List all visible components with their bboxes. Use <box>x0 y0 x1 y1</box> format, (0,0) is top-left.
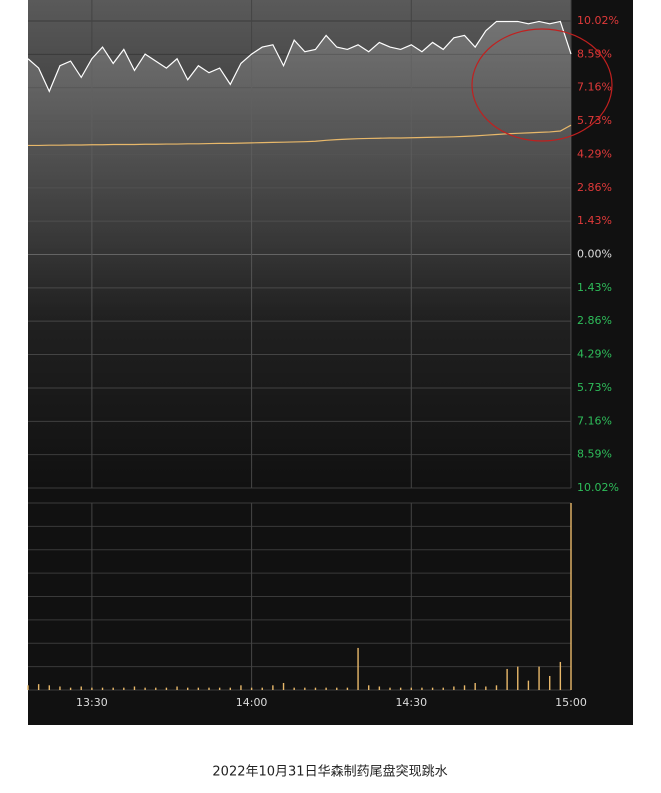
y-tick-label: 10.02% <box>577 14 619 27</box>
volume-bar <box>346 687 349 690</box>
volume-bar <box>282 682 285 690</box>
highlight-circle <box>471 28 613 142</box>
volume-bar <box>410 687 412 690</box>
volume-bar <box>399 687 402 690</box>
volume-bar <box>463 685 466 690</box>
volume-bar <box>378 686 381 690</box>
volume-bar <box>187 687 189 690</box>
volume-bar <box>549 675 551 690</box>
volume-bar <box>59 686 61 690</box>
y-tick-label: 7.16% <box>577 414 612 427</box>
volume-bar <box>48 685 50 690</box>
volume-bar <box>123 687 125 690</box>
y-tick-label: 10.02% <box>577 481 619 494</box>
volume-bar <box>517 666 519 690</box>
y-tick-label: 1.43% <box>577 281 612 294</box>
volume-bar <box>101 687 104 690</box>
volume-bar <box>527 680 530 690</box>
y-tick-label: 2.86% <box>577 181 612 194</box>
volume-bar <box>250 687 253 690</box>
volume-bar <box>538 666 540 690</box>
volume-bar <box>314 687 317 690</box>
y-tick-label: 5.73% <box>577 381 612 394</box>
volume-bar <box>357 647 359 690</box>
y-tick-label: 8.59% <box>577 47 612 60</box>
volume-bar <box>112 687 114 690</box>
volume-bar <box>208 687 210 690</box>
volume-bar <box>304 687 306 690</box>
volume-bar <box>69 687 72 690</box>
volume-bar <box>325 687 327 690</box>
volume-bar <box>431 687 434 690</box>
volume-bar <box>80 686 82 690</box>
volume-bar <box>176 686 178 690</box>
volume-bar <box>261 687 263 690</box>
caption: 2022年10月31日华森制药尾盘突现跳水 <box>212 764 447 780</box>
volume-bar <box>570 503 572 690</box>
volume-bar <box>421 687 423 690</box>
volume-bar <box>485 686 487 690</box>
volume-bar <box>229 687 231 690</box>
volume-bar <box>144 687 146 690</box>
volume-bar <box>474 682 476 690</box>
volume-bar <box>155 687 157 690</box>
volume-bar <box>442 687 444 690</box>
y-tick-label: 4.29% <box>577 148 612 161</box>
y-tick-label: 4.29% <box>577 347 612 360</box>
volume-bar <box>27 685 29 690</box>
volume-bar <box>240 685 242 690</box>
volume-bar <box>218 687 221 690</box>
average-line <box>28 124 572 147</box>
y-tick-label: 5.73% <box>577 114 612 127</box>
volume-bar <box>506 668 508 690</box>
volume-bar <box>91 687 93 690</box>
y-tick-label: 7.16% <box>577 81 612 94</box>
volume-bar <box>197 687 200 690</box>
y-tick-label: 0.00% <box>577 248 612 261</box>
volume-bar <box>293 687 295 690</box>
volume-bar <box>165 687 168 690</box>
y-tick-label: 1.43% <box>577 214 612 227</box>
volume-bar <box>453 686 455 690</box>
price-area <box>28 21 571 489</box>
volume-bar <box>368 685 370 690</box>
volume-bar <box>495 685 498 690</box>
x-tick-label: 15:00 <box>555 696 587 709</box>
volume-bar <box>133 686 136 690</box>
volume-bar <box>336 687 338 690</box>
x-tick-label: 14:30 <box>395 696 427 709</box>
price-line <box>27 20 572 93</box>
y-tick-label: 8.59% <box>577 448 612 461</box>
volume-bar <box>559 661 562 690</box>
x-tick-label: 13:30 <box>76 696 108 709</box>
x-tick-label: 14:00 <box>236 696 268 709</box>
y-tick-label: 2.86% <box>577 314 612 327</box>
volume-bar <box>389 687 391 690</box>
volume-bar <box>37 684 40 690</box>
volume-bar <box>272 685 274 690</box>
